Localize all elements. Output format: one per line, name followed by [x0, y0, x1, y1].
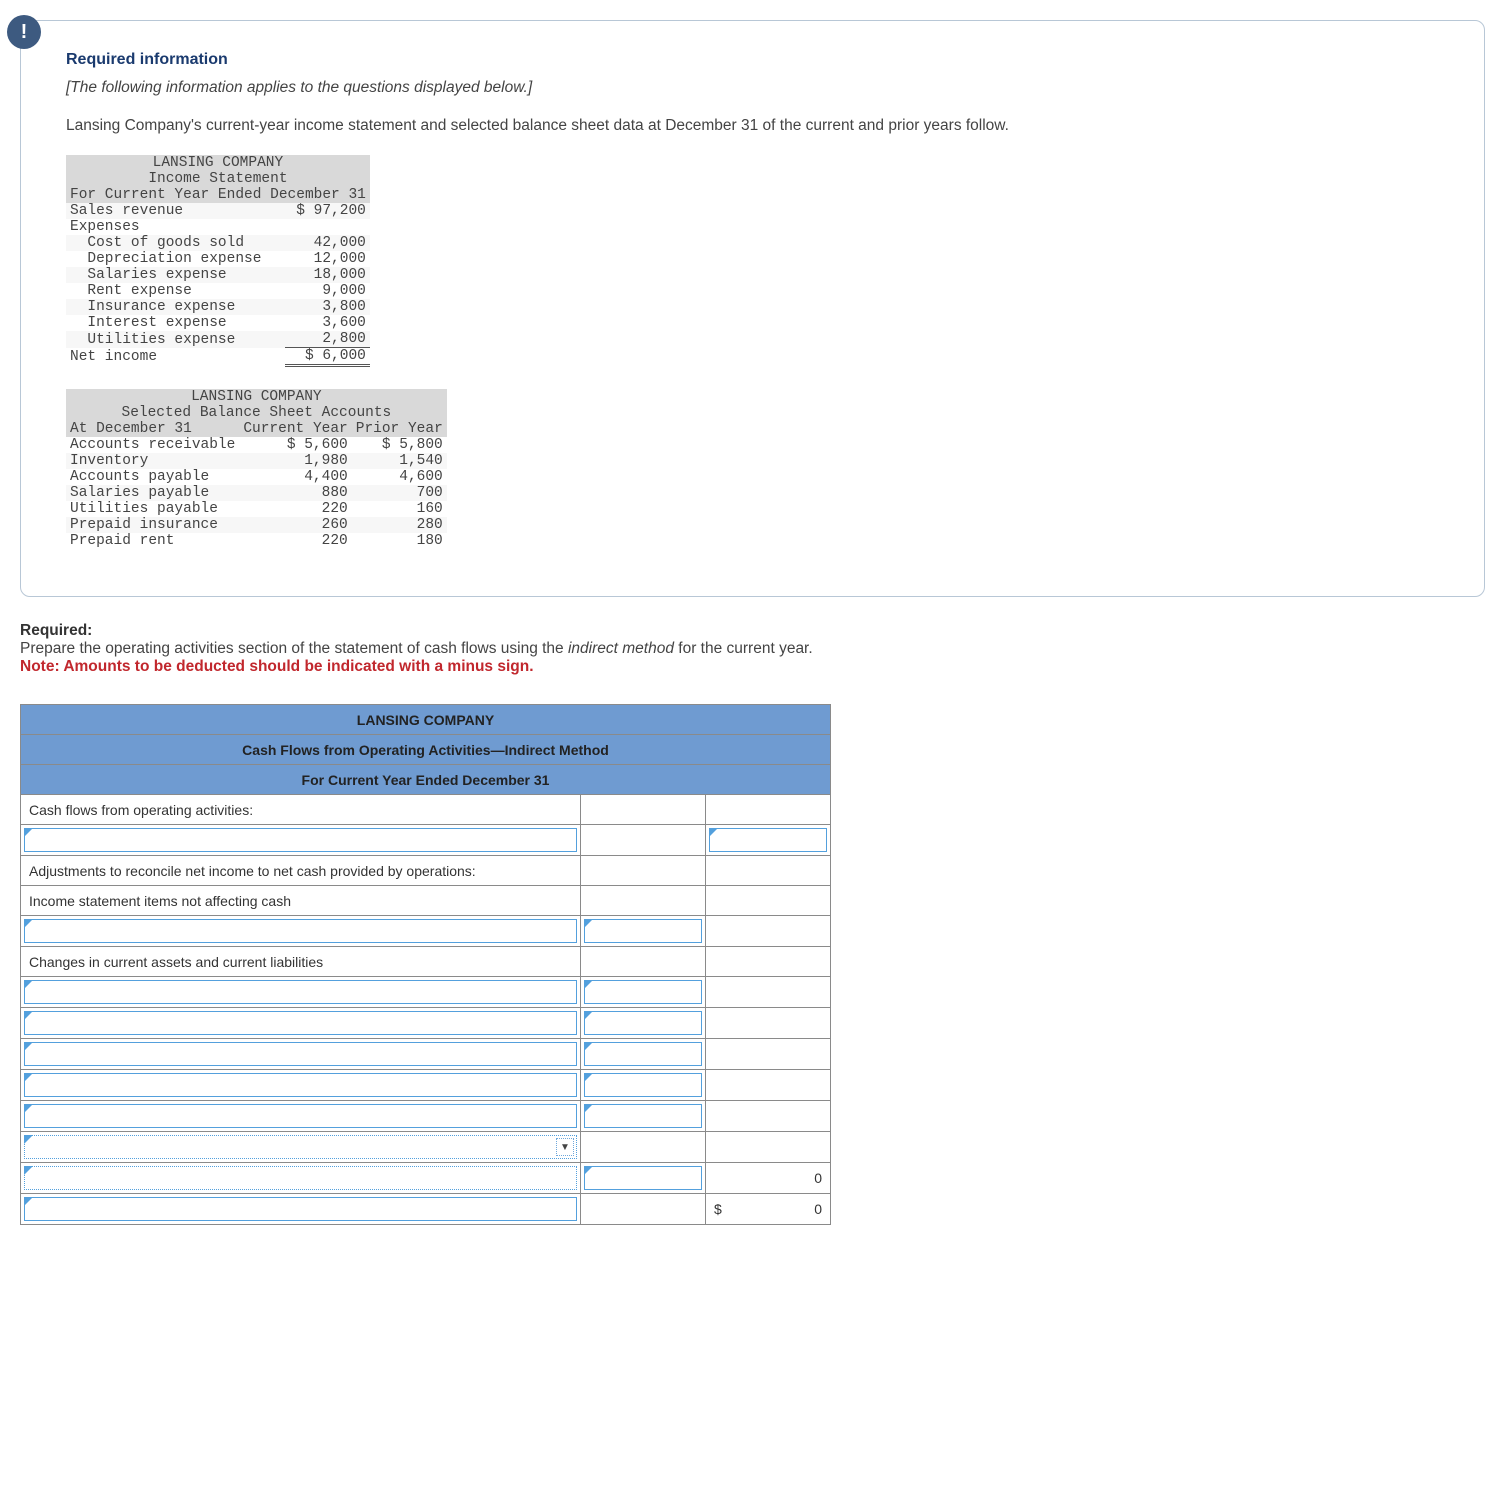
bs-row-label: Accounts payable	[66, 469, 239, 485]
is-row-label: Rent expense	[66, 283, 285, 299]
noncash-amount-input[interactable]	[581, 916, 706, 947]
change-item-input-3[interactable]	[21, 1039, 581, 1070]
bs-col-prior: Prior Year	[352, 421, 447, 437]
noncash-item-input[interactable]	[21, 916, 581, 947]
required-label: Required:	[20, 622, 1485, 640]
is-items-label: Income statement items not affecting cas…	[21, 886, 581, 916]
total-zero: 0	[814, 1201, 822, 1217]
alert-icon: !	[7, 15, 41, 49]
balance-sheet-table: LANSING COMPANY Selected Balance Sheet A…	[66, 389, 447, 549]
chevron-down-icon: ▼	[556, 1138, 574, 1156]
is-row-value: 2,800	[285, 331, 370, 348]
change-amount-input-1[interactable]	[581, 977, 706, 1008]
is-row-label: Insurance expense	[66, 299, 285, 315]
bs-row-label: Accounts receivable	[66, 437, 239, 453]
income-statement-table: LANSING COMPANY Income Statement For Cur…	[66, 155, 370, 367]
net-income-label: Net income	[66, 348, 285, 366]
is-row-value: 3,600	[285, 315, 370, 331]
is-row-label: Salaries expense	[66, 267, 285, 283]
requirement-section: Required: Prepare the operating activiti…	[20, 622, 1485, 676]
is-row-value: 12,000	[285, 251, 370, 267]
net-income-amount-input[interactable]	[706, 825, 831, 856]
change-amount-input-5[interactable]	[581, 1101, 706, 1132]
bs-company: LANSING COMPANY	[66, 389, 447, 405]
cf-header-title: Cash Flows from Operating Activities—Ind…	[21, 735, 831, 765]
extra-item-dropdown[interactable]: ▼	[21, 1132, 581, 1163]
bs-title: Selected Balance Sheet Accounts	[66, 405, 447, 421]
subtotal-amount-2: 0	[706, 1163, 831, 1194]
bs-row-prior: 160	[352, 501, 447, 517]
is-row-value	[285, 219, 370, 235]
bs-row-label: Salaries payable	[66, 485, 239, 501]
bs-row-label: Utilities payable	[66, 501, 239, 517]
bs-row-prior: 1,540	[352, 453, 447, 469]
total-amount: $ 0	[706, 1194, 831, 1225]
requirement-text: Prepare the operating activities section…	[20, 640, 1485, 658]
total-label-input[interactable]	[21, 1194, 581, 1225]
is-row-value: 42,000	[285, 235, 370, 251]
net-income-value: $ 6,000	[285, 348, 370, 366]
change-item-input-1[interactable]	[21, 977, 581, 1008]
is-row-label: Expenses	[66, 219, 285, 235]
is-row-value: 18,000	[285, 267, 370, 283]
subtotal-label-input[interactable]	[21, 1163, 581, 1194]
bs-row-prior: $ 5,800	[352, 437, 447, 453]
note-deduction: Note: Amounts to be deducted should be i…	[20, 658, 1485, 676]
applies-note: [The following information applies to th…	[66, 79, 1454, 97]
cfoa-label: Cash flows from operating activities:	[21, 795, 581, 825]
bs-row-prior: 4,600	[352, 469, 447, 485]
change-item-input-5[interactable]	[21, 1101, 581, 1132]
is-row-value: $ 97,200	[285, 203, 370, 219]
is-row-label: Interest expense	[66, 315, 285, 331]
req-text-post: for the current year.	[674, 640, 813, 657]
net-income-input[interactable]	[21, 825, 581, 856]
is-period: For Current Year Ended December 31	[66, 187, 370, 203]
change-amount-input-3[interactable]	[581, 1039, 706, 1070]
is-row-label: Sales revenue	[66, 203, 285, 219]
change-item-input-4[interactable]	[21, 1070, 581, 1101]
changes-label: Changes in current assets and current li…	[21, 947, 581, 977]
is-row-value: 9,000	[285, 283, 370, 299]
dollar-sign: $	[714, 1201, 722, 1217]
bs-row-cur: 260	[239, 517, 351, 533]
is-row-label: Depreciation expense	[66, 251, 285, 267]
req-method: indirect method	[568, 640, 674, 657]
bs-row-prior: 180	[352, 533, 447, 549]
bs-row-prior: 280	[352, 517, 447, 533]
req-text-pre: Prepare the operating activities section…	[20, 640, 568, 657]
info-panel: ! Required information [The following in…	[20, 20, 1485, 597]
bs-row-cur: 4,400	[239, 469, 351, 485]
bs-row-label: Inventory	[66, 453, 239, 469]
cashflow-worksheet: LANSING COMPANY Cash Flows from Operatin…	[20, 704, 831, 1225]
bs-row-label: Prepaid rent	[66, 533, 239, 549]
bs-row-cur: 1,980	[239, 453, 351, 469]
adjustments-label: Adjustments to reconcile net income to n…	[21, 856, 581, 886]
bs-row-cur: 220	[239, 501, 351, 517]
change-amount-input-4[interactable]	[581, 1070, 706, 1101]
intro-text: Lansing Company's current-year income st…	[66, 115, 1454, 137]
change-amount-input-2[interactable]	[581, 1008, 706, 1039]
bs-row-cur: 880	[239, 485, 351, 501]
change-item-input-2[interactable]	[21, 1008, 581, 1039]
cf-header-period: For Current Year Ended December 31	[21, 765, 831, 795]
required-info-heading: Required information	[66, 51, 1454, 69]
is-row-label: Utilities expense	[66, 331, 285, 348]
bs-col-cur: Current Year	[239, 421, 351, 437]
is-company: LANSING COMPANY	[66, 155, 370, 171]
subtotal-amount-1[interactable]	[581, 1163, 706, 1194]
cf-header-company: LANSING COMPANY	[21, 705, 831, 735]
bs-row-prior: 700	[352, 485, 447, 501]
is-title: Income Statement	[66, 171, 370, 187]
is-row-value: 3,800	[285, 299, 370, 315]
is-row-label: Cost of goods sold	[66, 235, 285, 251]
bs-col-date: At December 31	[66, 421, 239, 437]
bs-row-label: Prepaid insurance	[66, 517, 239, 533]
bs-row-cur: 220	[239, 533, 351, 549]
bs-row-cur: $ 5,600	[239, 437, 351, 453]
